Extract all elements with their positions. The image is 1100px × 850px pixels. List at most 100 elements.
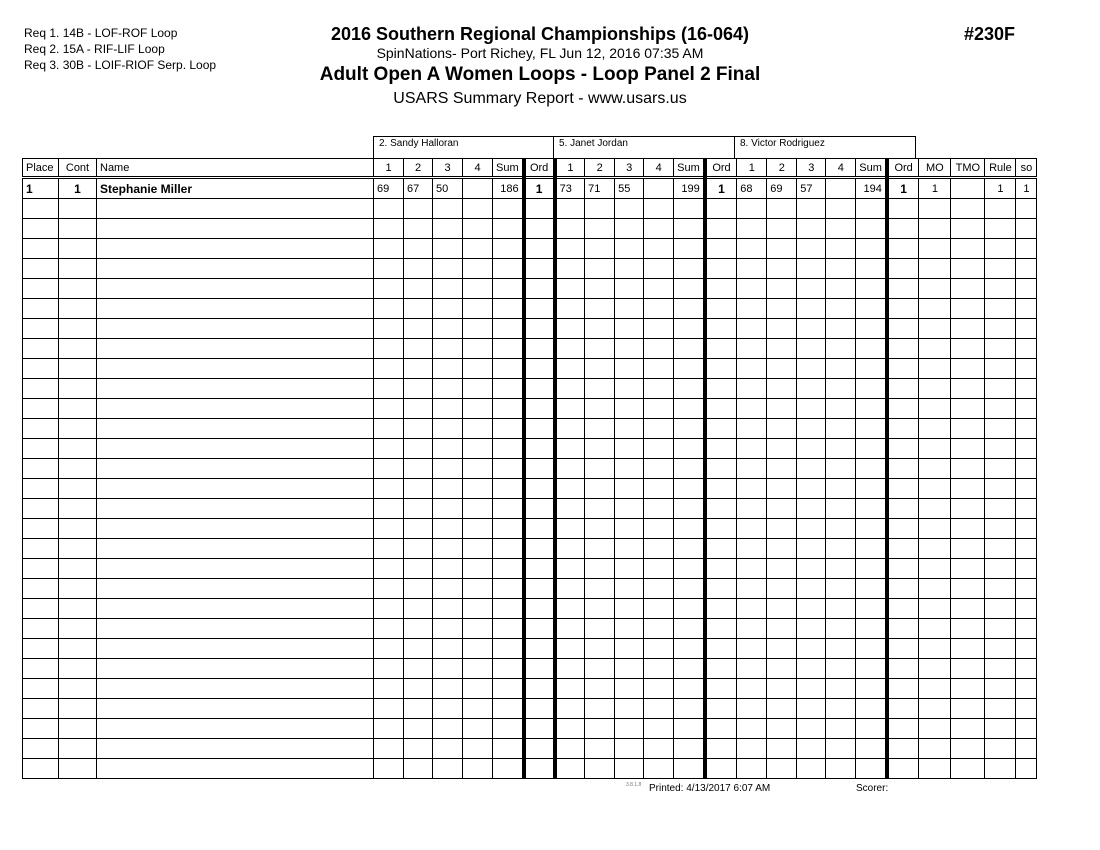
table-row xyxy=(22,718,1038,739)
cont-cell xyxy=(58,638,97,659)
ord-cell xyxy=(884,518,920,539)
name-cell xyxy=(96,538,374,559)
sum-cell xyxy=(491,558,525,579)
mark-cell xyxy=(766,698,798,719)
so-cell xyxy=(1015,338,1038,359)
mark-cell xyxy=(796,598,827,619)
mo-cell xyxy=(918,278,952,299)
col-header-ord: Ord xyxy=(521,158,556,179)
mark-cell: 73 xyxy=(552,177,586,199)
mark-cell xyxy=(373,198,404,219)
tmo-cell xyxy=(950,518,986,539)
mo-cell xyxy=(918,638,952,659)
col-header-mark: 4 xyxy=(825,158,857,179)
mark-cell xyxy=(432,538,463,559)
ord-cell xyxy=(702,678,738,699)
mark-cell xyxy=(614,298,645,319)
sum-cell xyxy=(491,618,525,639)
judge-header: 8. Victor Rodriguez xyxy=(734,136,916,158)
mark-cell xyxy=(614,258,645,279)
mo-cell xyxy=(918,298,952,319)
mark-cell xyxy=(432,498,463,519)
ord-cell xyxy=(521,758,556,779)
cont-cell xyxy=(58,758,97,779)
sum-cell xyxy=(855,718,888,739)
col-header-ord: Ord xyxy=(702,158,738,179)
mark-cell xyxy=(373,498,404,519)
mark-cell xyxy=(432,358,463,379)
mark-cell xyxy=(403,278,433,299)
event-number: #230F xyxy=(964,24,1016,44)
tmo-cell xyxy=(950,298,986,319)
mark-cell xyxy=(552,218,586,239)
mark-cell xyxy=(736,378,768,399)
ord-cell xyxy=(521,518,556,539)
mark-cell xyxy=(432,458,463,479)
ord-cell xyxy=(702,618,738,639)
so-cell xyxy=(1015,498,1038,519)
rule-cell xyxy=(984,418,1017,439)
sum-cell xyxy=(491,238,525,259)
name-cell xyxy=(96,378,374,399)
name-cell: Stephanie Miller xyxy=(96,177,374,199)
sum-cell xyxy=(491,758,525,779)
mark-cell xyxy=(766,298,798,319)
mark-cell xyxy=(462,478,493,499)
name-cell xyxy=(96,338,374,359)
mo-cell xyxy=(918,378,952,399)
mark-cell xyxy=(736,518,768,539)
mark-cell xyxy=(373,258,404,279)
mark-cell xyxy=(614,718,645,739)
rule-cell xyxy=(984,478,1017,499)
place-cell xyxy=(22,638,59,659)
mark-cell xyxy=(462,678,493,699)
mark-cell xyxy=(552,298,586,319)
mark-cell xyxy=(796,318,827,339)
mark-cell xyxy=(825,558,857,579)
mark-cell xyxy=(584,238,616,259)
cont-cell xyxy=(58,478,97,499)
ord-cell xyxy=(521,558,556,579)
col-header-mark: 1 xyxy=(373,158,404,179)
mark-cell xyxy=(736,438,768,459)
so-cell xyxy=(1015,378,1038,399)
ord-cell xyxy=(884,298,920,319)
mo-cell xyxy=(918,198,952,219)
mark-cell xyxy=(403,578,433,599)
tmo-cell xyxy=(950,338,986,359)
mark-cell xyxy=(584,478,616,499)
mark-cell xyxy=(552,198,586,219)
mo-cell xyxy=(918,578,952,599)
ord-cell: 1 xyxy=(521,177,556,199)
mark-cell xyxy=(614,358,645,379)
sum-cell xyxy=(491,698,525,719)
mark-cell xyxy=(825,358,857,379)
sum-cell xyxy=(855,258,888,279)
col-header-sum: Sum xyxy=(673,158,706,179)
mark-cell xyxy=(643,238,675,259)
col-header-sum: Sum xyxy=(855,158,888,179)
col-header-mo: MO xyxy=(918,158,952,179)
requirements-list: Req 1. 14B - LOF-ROF Loop Req 2. 15A - R… xyxy=(24,25,216,73)
mark-cell xyxy=(403,298,433,319)
sum-cell xyxy=(673,458,706,479)
mark-cell xyxy=(736,198,768,219)
requirement: Req 3. 30B - LOIF-RIOF Serp. Loop xyxy=(24,58,217,72)
mark-cell xyxy=(766,738,798,759)
mark-cell xyxy=(796,538,827,559)
ord-cell xyxy=(521,378,556,399)
tmo-cell xyxy=(950,758,986,779)
name-cell xyxy=(96,638,374,659)
tmo-cell xyxy=(950,438,986,459)
cont-cell xyxy=(58,278,97,299)
mark-cell xyxy=(614,658,645,679)
mo-cell xyxy=(918,598,952,619)
tmo-cell xyxy=(950,398,986,419)
mark-cell xyxy=(552,698,586,719)
mark-cell xyxy=(825,738,857,759)
ord-cell xyxy=(521,598,556,619)
mark-cell xyxy=(403,198,433,219)
mark-cell xyxy=(736,678,768,699)
ord-cell xyxy=(521,578,556,599)
place-cell xyxy=(22,558,59,579)
